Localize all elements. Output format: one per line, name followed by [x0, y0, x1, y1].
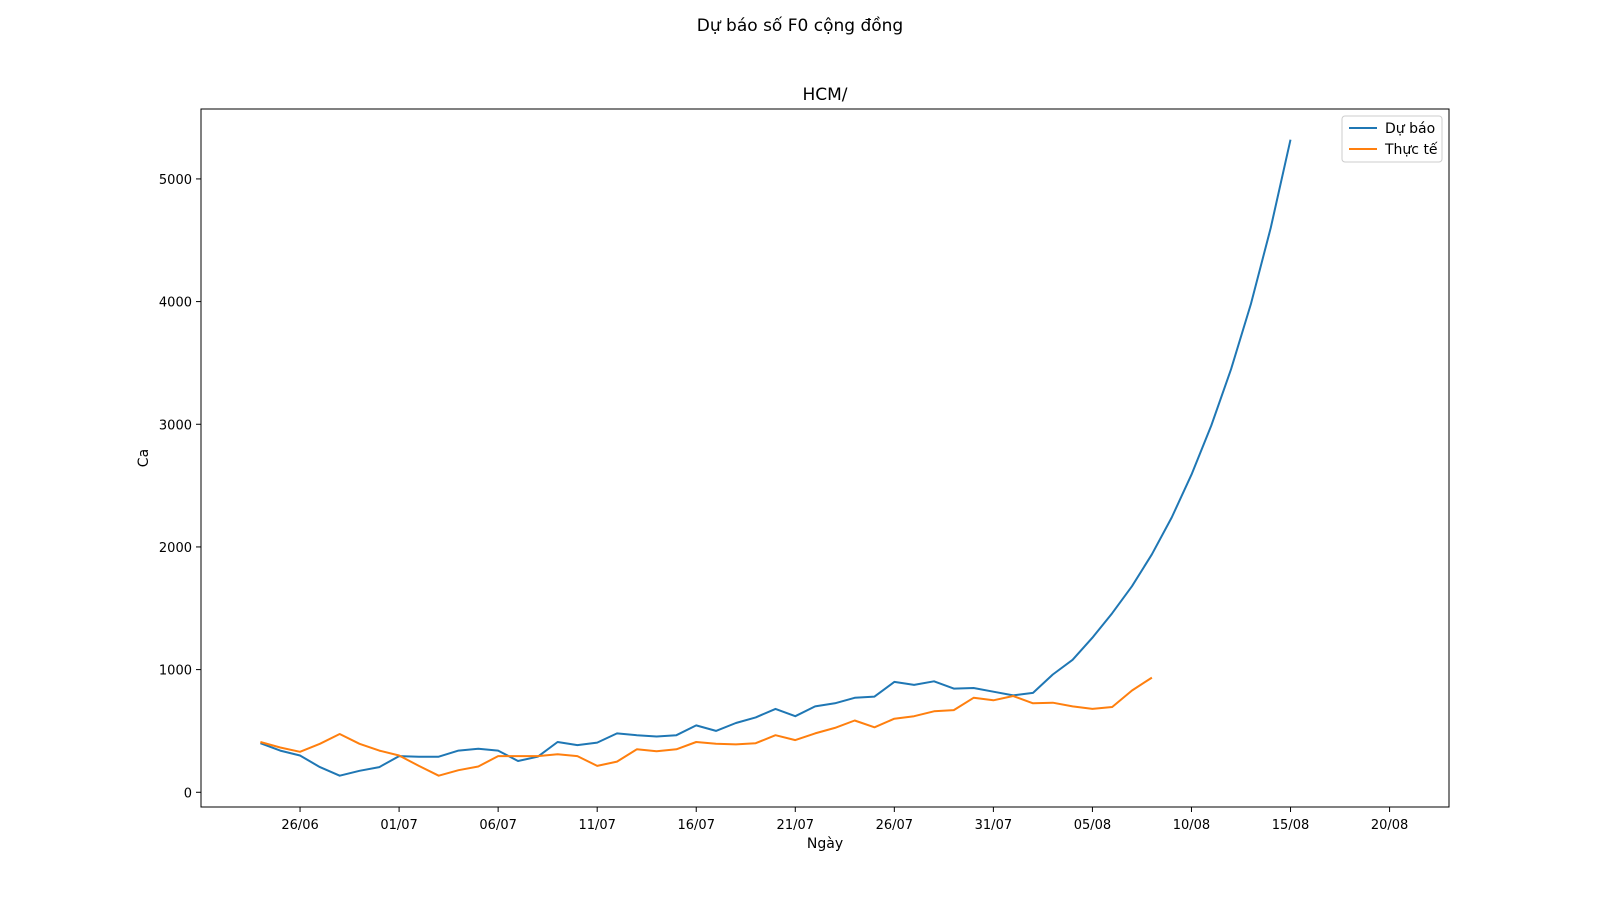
x-tick-label: 06/07: [479, 818, 516, 833]
x-tick-label: 21/07: [777, 818, 814, 833]
legend-label: Dự báo: [1385, 121, 1435, 137]
y-tick-label: 3000: [159, 418, 192, 433]
legend-items: Dự báo Thực tế: [1349, 121, 1438, 158]
x-tick-label: 26/06: [281, 818, 318, 833]
plot-area-frame: [200, 108, 1450, 808]
x-tick-label: 15/08: [1272, 818, 1309, 833]
x-tick-label: 05/08: [1074, 818, 1111, 833]
x-axis: 26/06 01/07 06/07 11/07 16/07 21/07 26/07 31/07…: [281, 807, 1408, 833]
y-axis: 0 1000 2000 3000 4000 5000: [159, 173, 201, 801]
chart-title: HCM/: [802, 85, 847, 105]
series-line-thuc-te: [260, 676, 1153, 777]
x-tick-label: 10/08: [1173, 818, 1210, 833]
series-line-du-bao: [260, 139, 1292, 777]
y-tick-label: 5000: [159, 173, 192, 188]
x-tick-label: 11/07: [578, 818, 615, 833]
x-tick-label: 31/07: [975, 818, 1012, 833]
x-tick-label: 26/07: [876, 818, 913, 833]
x-tick-label: 16/07: [678, 818, 715, 833]
y-tick-label: 1000: [159, 664, 192, 679]
legend: Dự báo Thực tế: [1341, 115, 1443, 163]
figure-suptitle: Dự báo số F0 cộng đồng: [696, 16, 904, 36]
y-axis-label: Ca: [136, 449, 152, 467]
y-tick-label: 2000: [159, 541, 192, 556]
legend-label: Thực tế: [1384, 141, 1438, 158]
x-tick-label: 01/07: [380, 818, 417, 833]
y-tick-label: 4000: [159, 296, 192, 311]
y-tick-label: 0: [184, 786, 192, 801]
x-tick-label: 20/08: [1371, 818, 1408, 833]
x-axis-label: Ngày: [807, 836, 843, 852]
series-lines-group: [260, 139, 1292, 777]
